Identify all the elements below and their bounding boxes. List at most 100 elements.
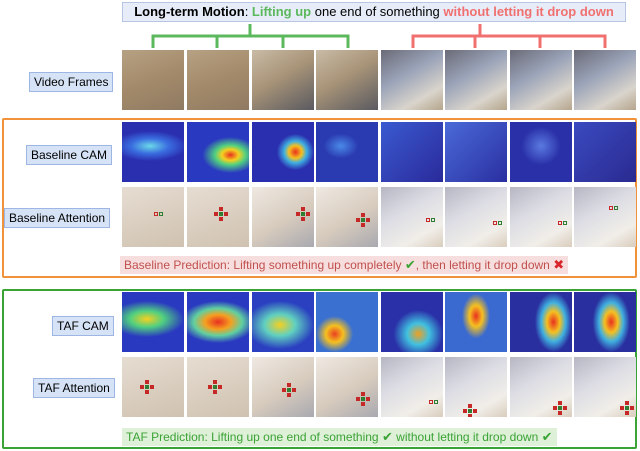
baseline-attention-frame	[445, 187, 507, 247]
attention-marker	[361, 223, 365, 227]
attention-marker	[159, 212, 163, 216]
video-frame	[574, 50, 636, 110]
attention-marker	[361, 392, 365, 396]
attention-marker	[563, 221, 567, 225]
attention-marker	[287, 393, 291, 397]
attention-marker	[463, 409, 467, 413]
baseline-cam-frame	[122, 122, 184, 182]
baseline-cam-frame	[252, 122, 314, 182]
title-green-phrase: Lifting up	[251, 4, 312, 19]
attention-marker	[145, 390, 149, 394]
attention-marker	[361, 218, 365, 222]
baseline-cam-frame	[316, 122, 378, 182]
taf-cam-frame	[510, 292, 572, 352]
baseline-cam-frame	[445, 122, 507, 182]
attention-marker	[213, 390, 217, 394]
attention-marker	[292, 388, 296, 392]
taf-cam-frame	[381, 292, 443, 352]
baseline-cam-frame	[574, 122, 636, 182]
check-icon: ✔	[381, 429, 393, 444]
attention-marker	[498, 221, 502, 225]
attention-marker	[366, 218, 370, 222]
baseline-attention-frame	[574, 187, 636, 247]
video-frame	[122, 50, 184, 110]
attention-marker	[214, 212, 218, 216]
attention-marker	[145, 380, 149, 384]
video-frame	[445, 50, 507, 110]
label-taf-cam: TAF CAM	[52, 316, 114, 336]
attention-marker	[213, 385, 217, 389]
green-bracket	[151, 24, 350, 48]
title-colon: :	[244, 4, 252, 19]
video-frame	[510, 50, 572, 110]
attention-marker	[145, 385, 149, 389]
baseline-prediction-part1: Baseline Prediction: Lifting something u…	[124, 258, 402, 272]
label-video-frames: Video Frames	[29, 72, 114, 92]
attention-marker	[366, 397, 370, 401]
baseline-group-box	[2, 118, 637, 278]
attention-marker	[609, 206, 613, 210]
title-lead: Long-term Motion	[134, 4, 245, 19]
attention-marker	[625, 401, 629, 405]
attention-marker	[282, 388, 286, 392]
attention-marker	[473, 409, 477, 413]
attention-marker	[287, 383, 291, 387]
attention-marker	[356, 218, 360, 222]
attention-marker	[219, 207, 223, 211]
attention-marker	[434, 400, 438, 404]
attention-marker	[429, 400, 433, 404]
attention-marker	[553, 406, 557, 410]
baseline-attention-frame	[187, 187, 249, 247]
taf-attention-frame	[316, 357, 378, 417]
check-icon: ✔	[404, 257, 416, 272]
attention-marker	[468, 409, 472, 413]
video-frame	[316, 50, 378, 110]
taf-cam-frame	[445, 292, 507, 352]
attention-marker	[218, 385, 222, 389]
attention-marker	[213, 380, 217, 384]
taf-cam-frame	[252, 292, 314, 352]
baseline-cam-frame	[510, 122, 572, 182]
baseline-cam-frame	[381, 122, 443, 182]
attention-marker	[468, 404, 472, 408]
attention-marker	[296, 212, 300, 216]
attention-marker	[301, 212, 305, 216]
video-frame	[252, 50, 314, 110]
baseline-attention-frame	[316, 187, 378, 247]
taf-attention-frame	[381, 357, 443, 417]
attention-marker	[614, 206, 618, 210]
baseline-prediction: Baseline Prediction: Lifting something u…	[120, 256, 569, 274]
figure-title: Long-term Motion: Lifting up one end of …	[122, 2, 626, 22]
baseline-attention-frame	[510, 187, 572, 247]
attention-marker	[306, 212, 310, 216]
attention-marker	[356, 397, 360, 401]
taf-attention-frame	[187, 357, 249, 417]
taf-prediction-part1: TAF Prediction: Lifting up one end of so…	[126, 430, 379, 444]
attention-marker	[426, 218, 430, 222]
check-icon: ✔	[541, 429, 553, 444]
attention-marker	[361, 397, 365, 401]
taf-cam-frame	[316, 292, 378, 352]
attention-marker	[301, 217, 305, 221]
baseline-prediction-part2: , then letting it drop down	[415, 258, 550, 272]
red-bracket	[411, 24, 607, 48]
attention-marker	[563, 406, 567, 410]
baseline-attention-frame	[381, 187, 443, 247]
attention-marker	[630, 406, 634, 410]
taf-attention-frame	[445, 357, 507, 417]
label-baseline-attention: Baseline Attention	[4, 208, 111, 228]
attention-marker	[301, 207, 305, 211]
title-middle: one end of something	[311, 4, 444, 19]
attention-marker	[208, 385, 212, 389]
attention-marker	[558, 411, 562, 415]
attention-marker	[493, 221, 497, 225]
attention-marker	[154, 212, 158, 216]
attention-marker	[625, 411, 629, 415]
attention-marker	[219, 212, 223, 216]
attention-marker	[620, 406, 624, 410]
taf-attention-frame	[122, 357, 184, 417]
taf-cam-frame	[187, 292, 249, 352]
baseline-cam-frame	[187, 122, 249, 182]
baseline-attention-frame	[122, 187, 184, 247]
attention-marker	[150, 385, 154, 389]
